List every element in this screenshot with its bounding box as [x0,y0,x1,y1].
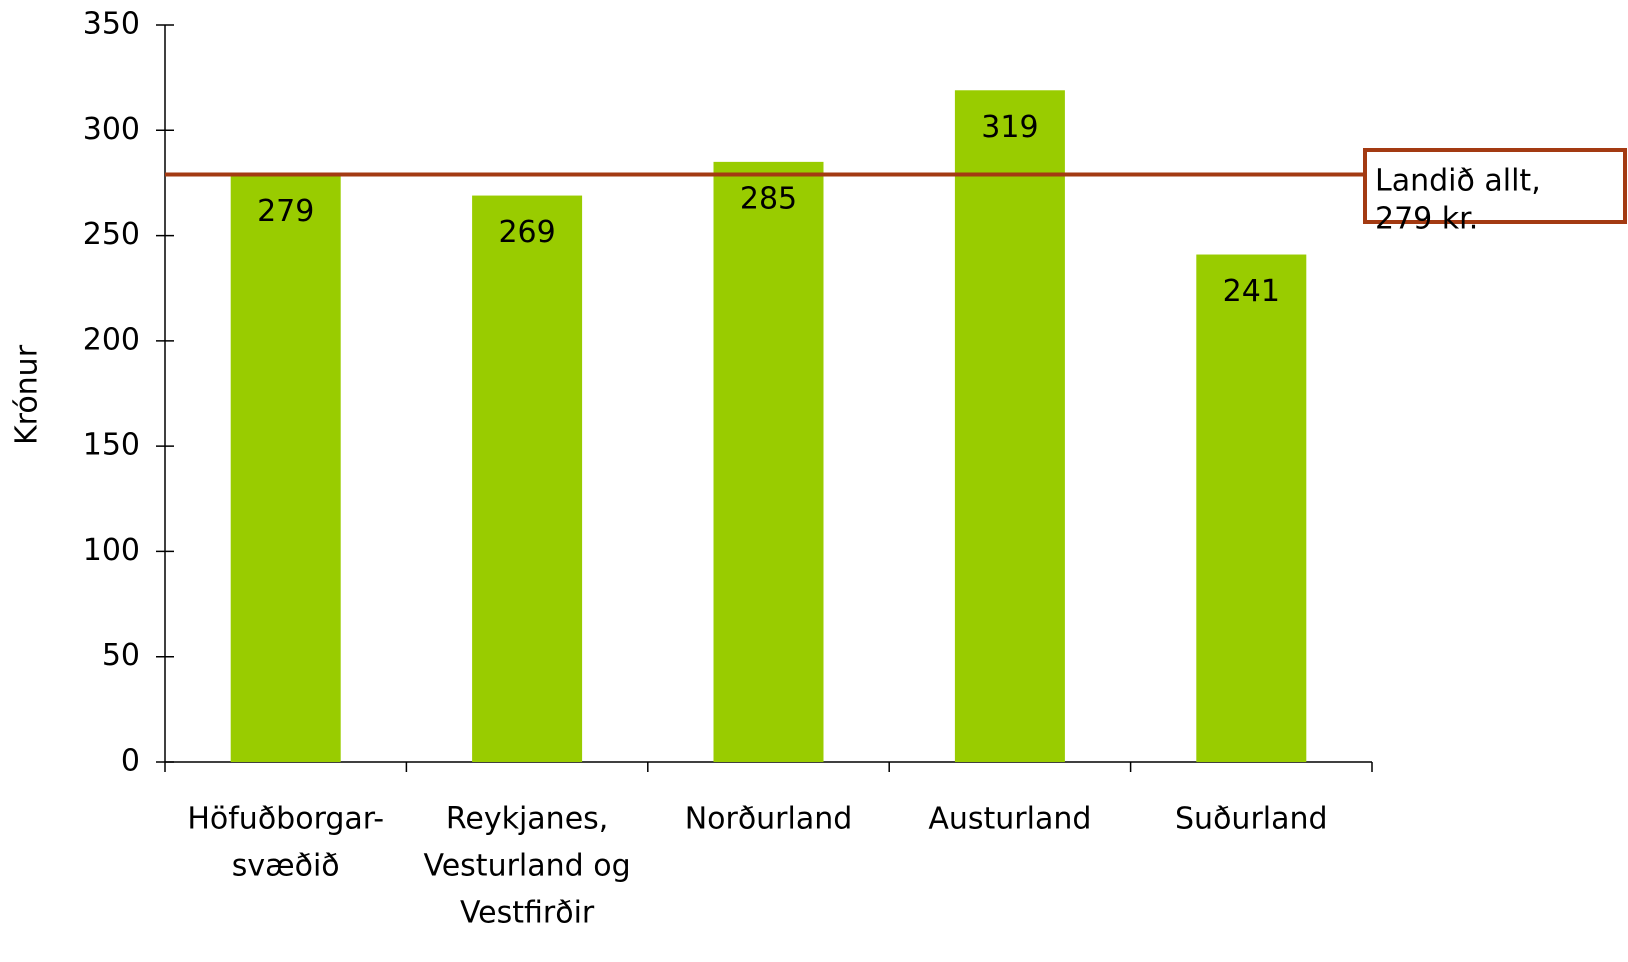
data-label: 285 [740,181,797,216]
y-tick-label: 200 [83,322,140,357]
y-tick-label: 250 [83,217,140,252]
bar [713,161,824,762]
x-tick-label: Suðurland [1175,802,1328,837]
y-tick-label: 50 [102,638,140,673]
data-label: 241 [1223,274,1280,309]
x-tick-label: svæðið [232,849,340,884]
bar [230,174,341,762]
data-label: 319 [981,110,1038,145]
x-tick-label: Vesturland og [424,849,631,884]
annotation-text: 279 kr. [1375,202,1478,237]
x-tick-label: Reykjanes, [446,802,608,837]
annotation-text: Landið allt, [1375,164,1541,199]
y-tick-label: 150 [83,428,140,463]
data-label: 269 [498,215,555,250]
y-tick-label: 0 [121,744,140,779]
bar [954,90,1065,762]
x-tick-label: Höfuðborgar- [187,802,384,837]
y-tick-label: 300 [83,112,140,147]
x-tick-label: Vestfirðir [460,896,595,931]
y-tick-label: 350 [83,7,140,42]
x-tick-label: Norðurland [685,802,853,837]
y-axis-label: Krónur [10,344,45,445]
y-tick-label: 100 [83,533,140,568]
annotation-box [1363,148,1627,224]
data-label: 279 [257,194,314,229]
x-tick-label: Austurland [928,802,1091,837]
bar [472,195,583,762]
bar [1196,254,1307,762]
